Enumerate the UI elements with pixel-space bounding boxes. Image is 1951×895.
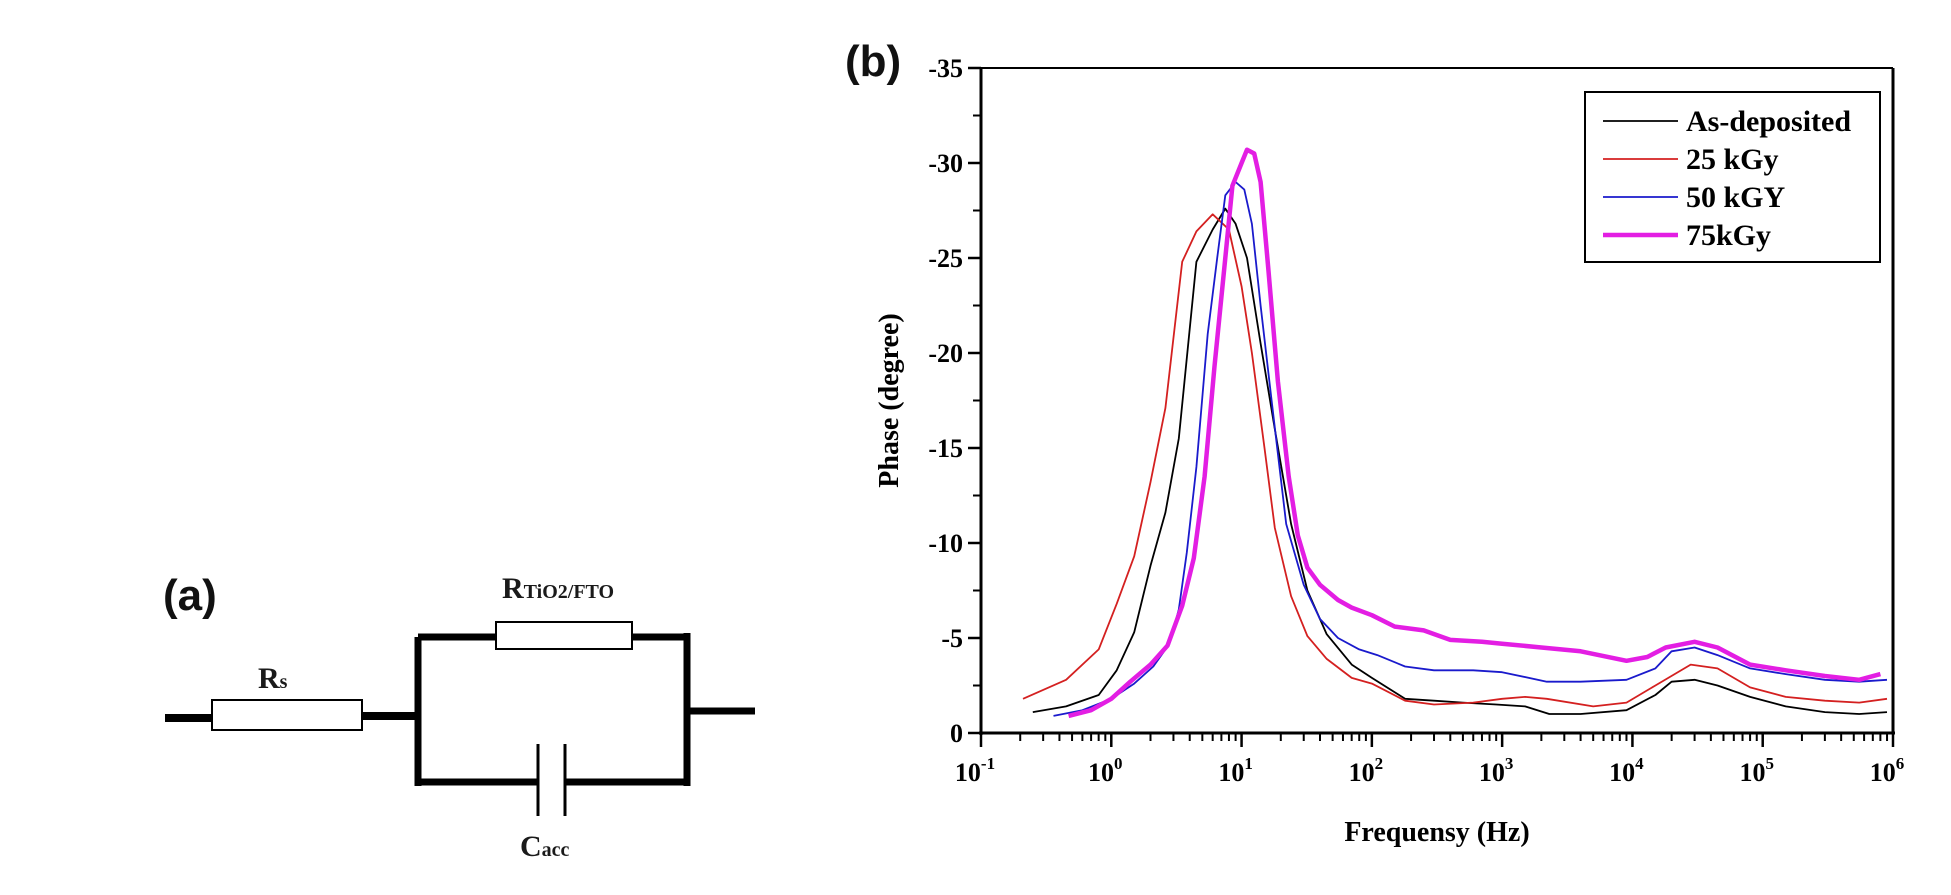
panel-b-phase-chart: (b) 0-5-10-15-20-25-30-35 10-1 100 101 102 1… — [845, 37, 1904, 848]
rtio2-fto-label: RTiO2/FTO — [502, 572, 614, 605]
rs-label: Rs — [258, 662, 288, 695]
y-tick-label: -35 — [928, 54, 963, 83]
y-tick-label: 0 — [950, 719, 963, 748]
series-lines — [1022, 147, 1888, 719]
y-tick-label: -5 — [941, 624, 963, 653]
x-tick-label: 104 — [1609, 754, 1644, 787]
rs-resistor — [211, 699, 363, 731]
y-axis-title: Phase (degree) — [874, 313, 905, 487]
x-axis-title: Frequensy (Hz) — [1344, 817, 1529, 848]
series-line-as-deposited — [1032, 207, 1888, 715]
legend: As-deposited 25 kGy 50 kGY 75kGy — [1584, 91, 1881, 263]
panel-a-equivalent-circuit: (a) Rs RTiO2/FTO Cacc — [163, 571, 755, 863]
x-tick-label: 101 — [1218, 754, 1253, 787]
cacc-label: Cacc — [520, 830, 570, 863]
x-tick-label: 106 — [1870, 754, 1905, 787]
panel-a-label: (a) — [163, 571, 217, 620]
y-axis-ticks: 0 -5 -10 -15 -20 -25 -30 -35 — [928, 54, 981, 748]
x-tick-label: 100 — [1088, 754, 1123, 787]
series-line-25-kgy — [1022, 213, 1888, 708]
series-line-75kgy — [1068, 147, 1881, 719]
legend-label: 50 kGY — [1686, 181, 1786, 214]
series-line-50-kgy — [1053, 181, 1888, 717]
x-tick-label: 10-1 — [955, 754, 995, 787]
x-tick-label: 103 — [1479, 754, 1514, 787]
y-tick-label: -30 — [928, 149, 963, 178]
y-tick-label: -10 — [928, 529, 963, 558]
legend-label: 25 kGy — [1686, 143, 1779, 176]
legend-label: As-deposited — [1686, 105, 1851, 138]
x-tick-label: 102 — [1349, 754, 1384, 787]
panel-b-label: (b) — [845, 37, 901, 86]
x-tick-label: 105 — [1739, 754, 1774, 787]
rtio2-fto-resistor — [495, 621, 633, 650]
x-axis-ticks: 10-1 100 101 102 103 104 105 106 — [955, 733, 1904, 787]
y-tick-label: -20 — [928, 339, 963, 368]
y-tick-label: -25 — [928, 244, 963, 273]
y-tick-label: -15 — [928, 434, 963, 463]
legend-label: 75kGy — [1686, 219, 1771, 252]
